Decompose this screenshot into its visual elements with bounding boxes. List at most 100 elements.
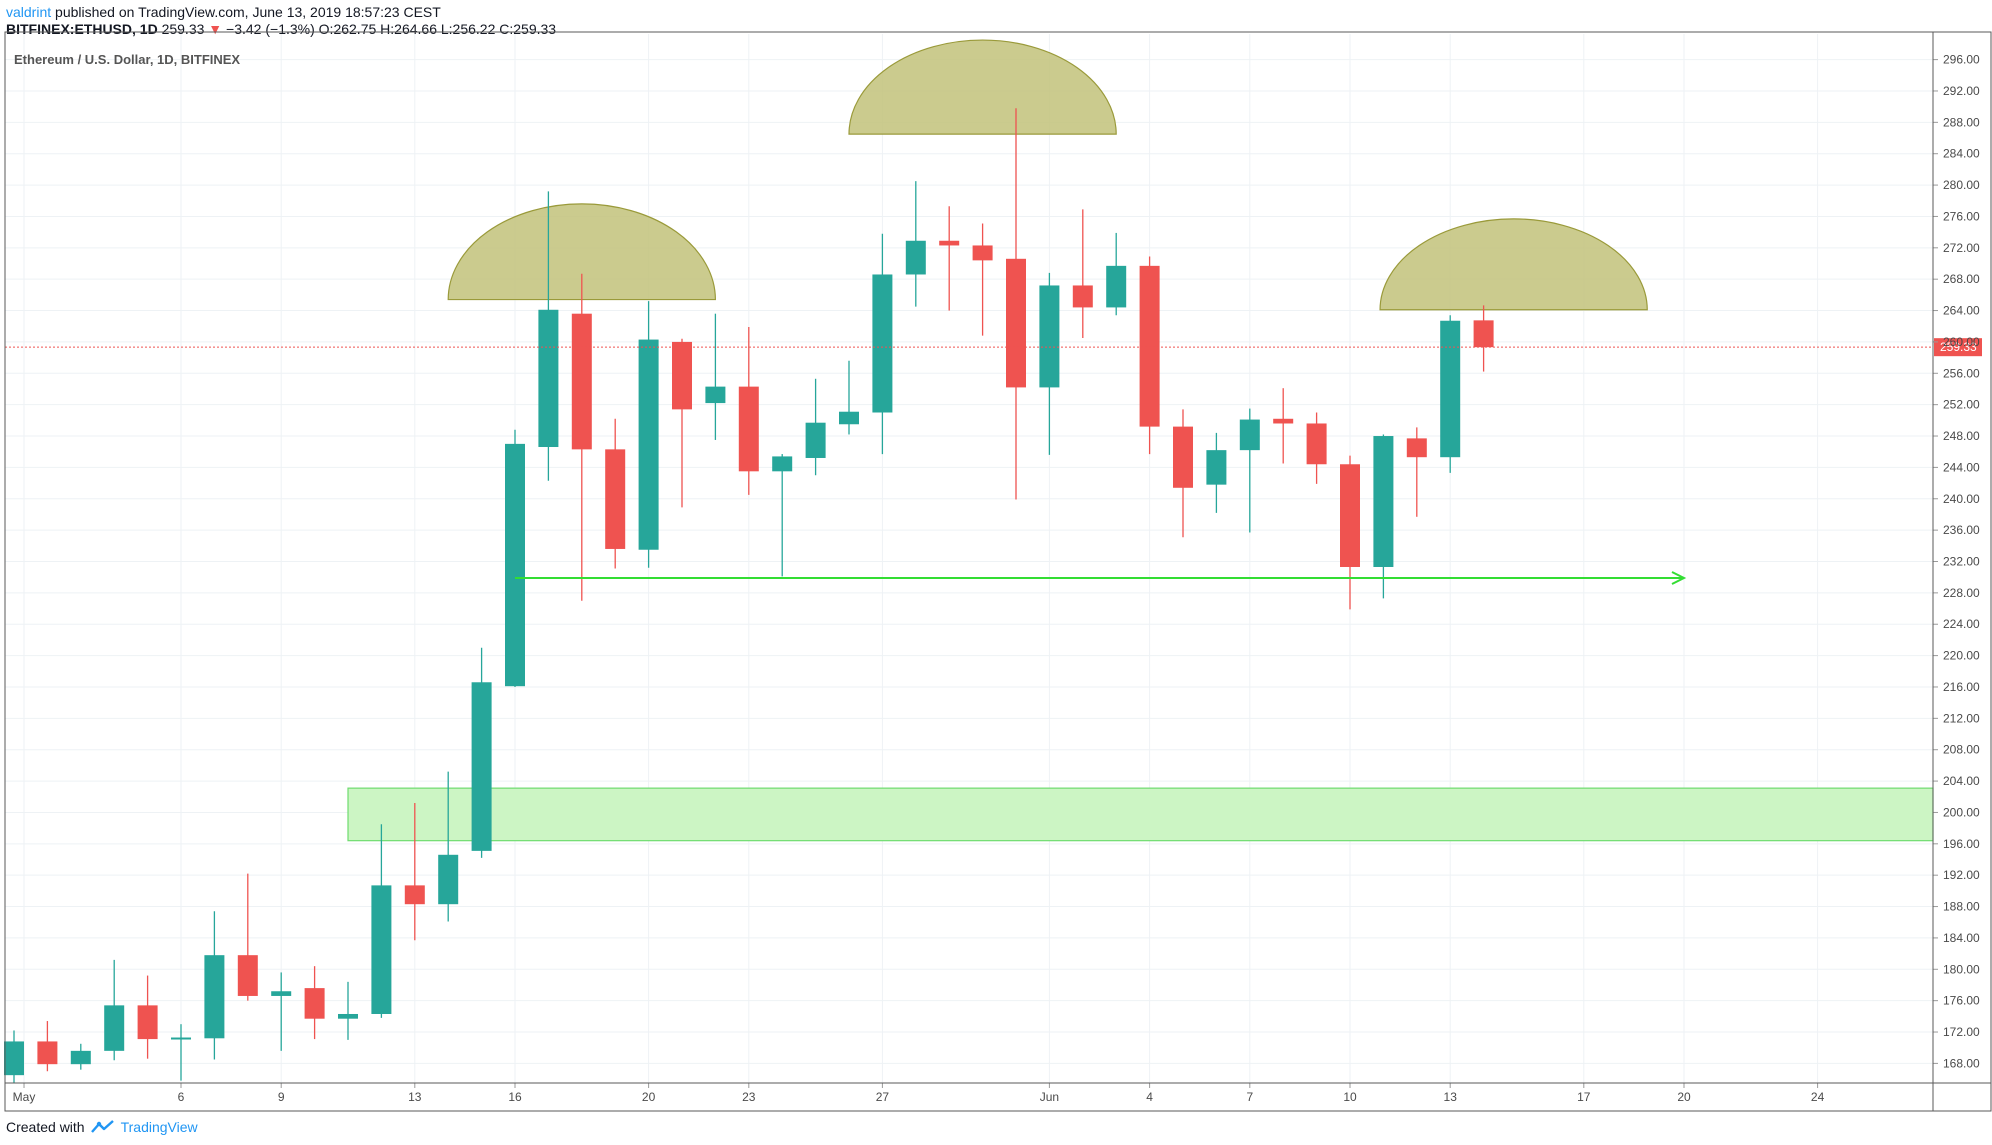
last-price-badge bbox=[1934, 338, 1982, 357]
candle bbox=[1139, 256, 1160, 455]
tradingview-logo-icon bbox=[90, 1120, 114, 1133]
y-tick-label: 296.00 bbox=[1943, 53, 1980, 67]
candle bbox=[905, 181, 926, 307]
y-tick-label: 168.00 bbox=[1943, 1056, 1980, 1070]
candle-body bbox=[271, 991, 292, 996]
candle-body bbox=[1139, 265, 1160, 427]
chart-header: valdrint published on TradingView.com, J… bbox=[6, 4, 556, 38]
candle-body bbox=[872, 274, 893, 413]
candle-body bbox=[1306, 423, 1327, 465]
candle bbox=[1173, 409, 1193, 538]
chart-frame bbox=[4, 31, 1992, 1112]
tradingview-brand-link[interactable]: TradingView bbox=[120, 1119, 198, 1135]
x-tick-label: 24 bbox=[1811, 1090, 1825, 1104]
candle bbox=[805, 378, 826, 476]
candle bbox=[1072, 209, 1093, 338]
candle bbox=[338, 981, 358, 1040]
y-tick-label: 172.00 bbox=[1943, 1025, 1980, 1039]
candle-body bbox=[972, 245, 993, 261]
candle bbox=[705, 313, 726, 440]
x-tick-label: 10 bbox=[1343, 1090, 1357, 1104]
candle bbox=[1239, 408, 1260, 533]
left-shoulder-shape bbox=[447, 203, 717, 301]
candle-body bbox=[137, 1005, 158, 1040]
candle-body bbox=[1373, 436, 1394, 567]
x-tick-label: 4 bbox=[1146, 1090, 1153, 1104]
candle-body bbox=[1039, 285, 1060, 388]
candle bbox=[1473, 305, 1494, 372]
publish-line: valdrint published on TradingView.com, J… bbox=[6, 4, 556, 21]
y-tick-label: 236.00 bbox=[1943, 523, 1980, 537]
x-tick-label: 17 bbox=[1577, 1090, 1591, 1104]
published-text: published on TradingView.com, June 13, 2… bbox=[55, 4, 441, 20]
x-tick-label: 27 bbox=[876, 1090, 890, 1104]
candle bbox=[939, 206, 960, 311]
candle bbox=[371, 824, 392, 1018]
y-tick-label: 224.00 bbox=[1943, 617, 1980, 631]
candle-body bbox=[839, 411, 859, 425]
candle bbox=[571, 273, 592, 601]
candle-body bbox=[1340, 464, 1360, 567]
y-tick-label: 232.00 bbox=[1943, 555, 1980, 569]
candle bbox=[237, 873, 258, 1001]
candle-body bbox=[1106, 265, 1127, 308]
symbol-label: BITFINEX:ETHUSD, 1D bbox=[6, 21, 158, 37]
candle bbox=[772, 454, 793, 577]
y-tick-label: 184.00 bbox=[1943, 931, 1980, 945]
candle bbox=[471, 647, 492, 858]
candle-body bbox=[772, 456, 793, 472]
candle bbox=[271, 972, 292, 1051]
candle bbox=[4, 1030, 24, 1083]
y-tick-label: 212.00 bbox=[1943, 711, 1980, 725]
y-tick-label: 208.00 bbox=[1943, 743, 1980, 757]
x-tick-label: May bbox=[13, 1090, 36, 1104]
candle-body bbox=[204, 955, 225, 1039]
y-tick-label: 268.00 bbox=[1943, 272, 1980, 286]
x-tick-label: 6 bbox=[178, 1090, 185, 1104]
candle-body bbox=[37, 1041, 58, 1065]
created-with-text: Created with bbox=[6, 1119, 85, 1135]
y-tick-label: 180.00 bbox=[1943, 962, 1980, 976]
y-tick-label: 260.00 bbox=[1943, 335, 1980, 349]
support-arrow-head bbox=[1671, 571, 1687, 585]
grid bbox=[5, 34, 1933, 1083]
y-tick-label: 288.00 bbox=[1943, 115, 1980, 129]
candle-body bbox=[104, 1005, 125, 1051]
y-tick-label: 196.00 bbox=[1943, 837, 1980, 851]
candle bbox=[137, 975, 158, 1059]
y-tick-label: 176.00 bbox=[1943, 994, 1980, 1008]
candle bbox=[972, 223, 993, 336]
y-tick-label: 252.00 bbox=[1943, 398, 1980, 412]
candle bbox=[438, 771, 459, 922]
candle-body bbox=[538, 309, 559, 448]
y-tick-label: 284.00 bbox=[1943, 147, 1980, 161]
support-zone-layer bbox=[347, 787, 1934, 842]
candle-body bbox=[1239, 419, 1260, 451]
candle-body bbox=[705, 386, 726, 404]
candle-body bbox=[4, 1041, 24, 1076]
y-tick-label: 240.00 bbox=[1943, 492, 1980, 506]
candle-body bbox=[438, 854, 459, 905]
candle-body bbox=[805, 422, 826, 458]
candle-body bbox=[471, 682, 492, 851]
candle bbox=[672, 338, 692, 508]
candle-body bbox=[605, 449, 626, 549]
frame: 296.00 292.00 288.00 284.00 280.00 276.00 272.… bbox=[4, 31, 1992, 1112]
y-tick-label: 216.00 bbox=[1943, 680, 1980, 694]
y-tick-label: 228.00 bbox=[1943, 586, 1980, 600]
candle bbox=[70, 1043, 91, 1070]
candle-body bbox=[171, 1037, 191, 1040]
right-shoulder-shape bbox=[1379, 218, 1648, 311]
author-link[interactable]: valdrint bbox=[6, 4, 52, 20]
candles bbox=[4, 108, 1494, 1083]
candle bbox=[1406, 427, 1427, 517]
shoulder-layer bbox=[447, 39, 1648, 311]
candle-body bbox=[505, 443, 525, 687]
y-tick-label: 280.00 bbox=[1943, 178, 1980, 192]
chart-subtitle: Ethereum / U.S. Dollar, 1D, BITFINEX bbox=[14, 52, 240, 67]
y-tick-label: 264.00 bbox=[1943, 304, 1980, 318]
x-tick-label: 16 bbox=[508, 1090, 522, 1104]
x-tick-label: Jun bbox=[1040, 1090, 1059, 1104]
overlay-layer: 259.33 bbox=[5, 338, 1982, 585]
